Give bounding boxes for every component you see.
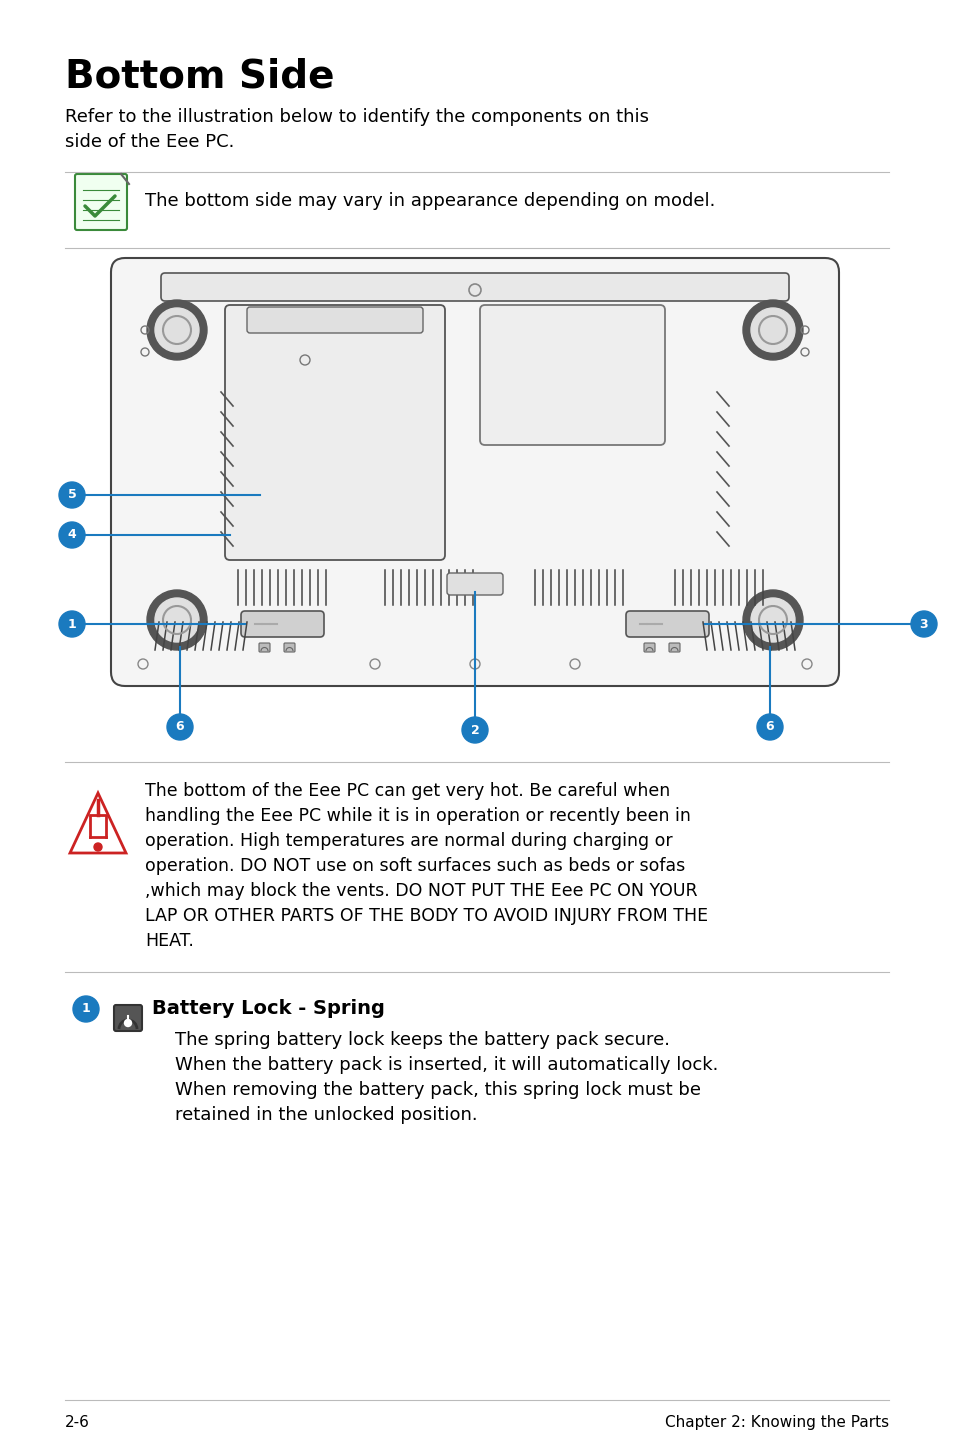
Text: 2-6: 2-6 <box>65 1415 90 1429</box>
Text: 5: 5 <box>68 489 76 502</box>
Text: 3: 3 <box>919 617 927 630</box>
FancyBboxPatch shape <box>668 643 679 651</box>
Text: Chapter 2: Knowing the Parts: Chapter 2: Knowing the Parts <box>664 1415 888 1429</box>
Text: The bottom side may vary in appearance depending on model.: The bottom side may vary in appearance d… <box>145 193 715 210</box>
Text: 6: 6 <box>765 720 774 733</box>
FancyBboxPatch shape <box>284 643 294 651</box>
FancyBboxPatch shape <box>113 1005 142 1031</box>
FancyBboxPatch shape <box>161 273 788 301</box>
FancyBboxPatch shape <box>625 611 708 637</box>
FancyBboxPatch shape <box>258 643 270 651</box>
Text: 4: 4 <box>68 529 76 542</box>
FancyBboxPatch shape <box>75 174 127 230</box>
FancyBboxPatch shape <box>479 305 664 444</box>
Text: The spring battery lock keeps the battery pack secure.
When the battery pack is : The spring battery lock keeps the batter… <box>174 1031 718 1125</box>
Text: The bottom of the Eee PC can get very hot. Be careful when
handling the Eee PC w: The bottom of the Eee PC can get very ho… <box>145 782 707 951</box>
Circle shape <box>59 482 85 508</box>
Circle shape <box>59 522 85 548</box>
Text: 1: 1 <box>68 617 76 630</box>
Circle shape <box>757 715 782 741</box>
Circle shape <box>750 308 794 352</box>
Circle shape <box>125 1020 132 1027</box>
Circle shape <box>154 598 199 641</box>
FancyBboxPatch shape <box>241 611 324 637</box>
FancyBboxPatch shape <box>225 305 444 559</box>
Circle shape <box>59 611 85 637</box>
FancyBboxPatch shape <box>247 306 422 334</box>
Text: Bottom Side: Bottom Side <box>65 58 335 96</box>
Text: 2: 2 <box>470 723 478 736</box>
Circle shape <box>167 715 193 741</box>
Polygon shape <box>70 792 126 853</box>
Circle shape <box>742 590 802 650</box>
Circle shape <box>147 301 207 360</box>
Text: 1: 1 <box>82 1002 91 1015</box>
Circle shape <box>94 843 102 851</box>
FancyBboxPatch shape <box>643 643 655 651</box>
Circle shape <box>742 301 802 360</box>
Circle shape <box>73 997 99 1022</box>
Circle shape <box>154 308 199 352</box>
Circle shape <box>750 598 794 641</box>
FancyBboxPatch shape <box>447 572 502 595</box>
Circle shape <box>147 590 207 650</box>
Text: 6: 6 <box>175 720 184 733</box>
FancyBboxPatch shape <box>111 257 838 686</box>
Text: Battery Lock - Spring: Battery Lock - Spring <box>152 999 384 1018</box>
Circle shape <box>910 611 936 637</box>
Circle shape <box>461 718 488 743</box>
Text: Refer to the illustration below to identify the components on this
side of the E: Refer to the illustration below to ident… <box>65 108 648 151</box>
